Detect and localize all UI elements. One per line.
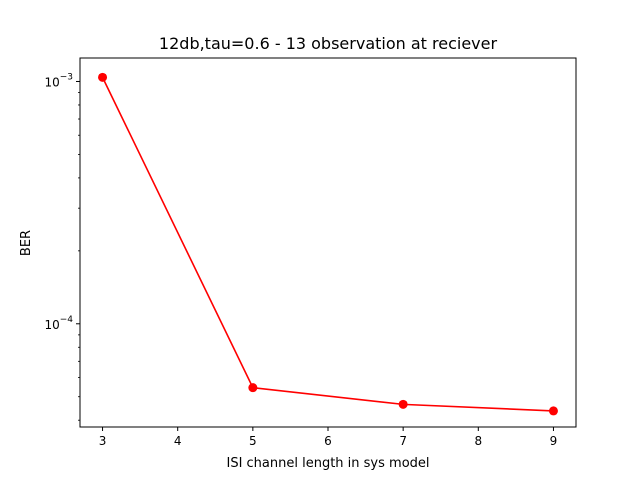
y-tick-exponent: −4 [60, 315, 74, 325]
x-tick-label: 6 [324, 434, 332, 448]
chart-title: 12db,tau=0.6 - 13 observation at recieve… [159, 34, 498, 53]
x-tick-label: 5 [249, 434, 257, 448]
data-point [398, 399, 408, 409]
series-group [98, 72, 558, 416]
data-point [248, 383, 258, 393]
y-tick-base: 10 [44, 75, 59, 89]
x-tick-label: 9 [550, 434, 558, 448]
y-axis-label: BER [19, 230, 34, 256]
x-axis-label: ISI channel length in sys model [226, 456, 429, 471]
plot-area [79, 57, 577, 428]
x-tick-label: 8 [474, 434, 482, 448]
data-point [98, 72, 108, 82]
series-line [101, 77, 554, 412]
y-tick-label: 10−4 [44, 315, 73, 332]
y-tick-base: 10 [44, 318, 59, 332]
x-tick-label: 7 [399, 434, 407, 448]
axis-ticks: 3 4 5 6 7 8 910−310−4 [44, 72, 557, 448]
x-tick-label: 4 [174, 434, 182, 448]
data-point [548, 406, 558, 416]
y-tick-label: 10−3 [44, 72, 73, 89]
y-tick-exponent: −3 [60, 72, 73, 82]
x-tick-label: 3 [99, 434, 107, 448]
